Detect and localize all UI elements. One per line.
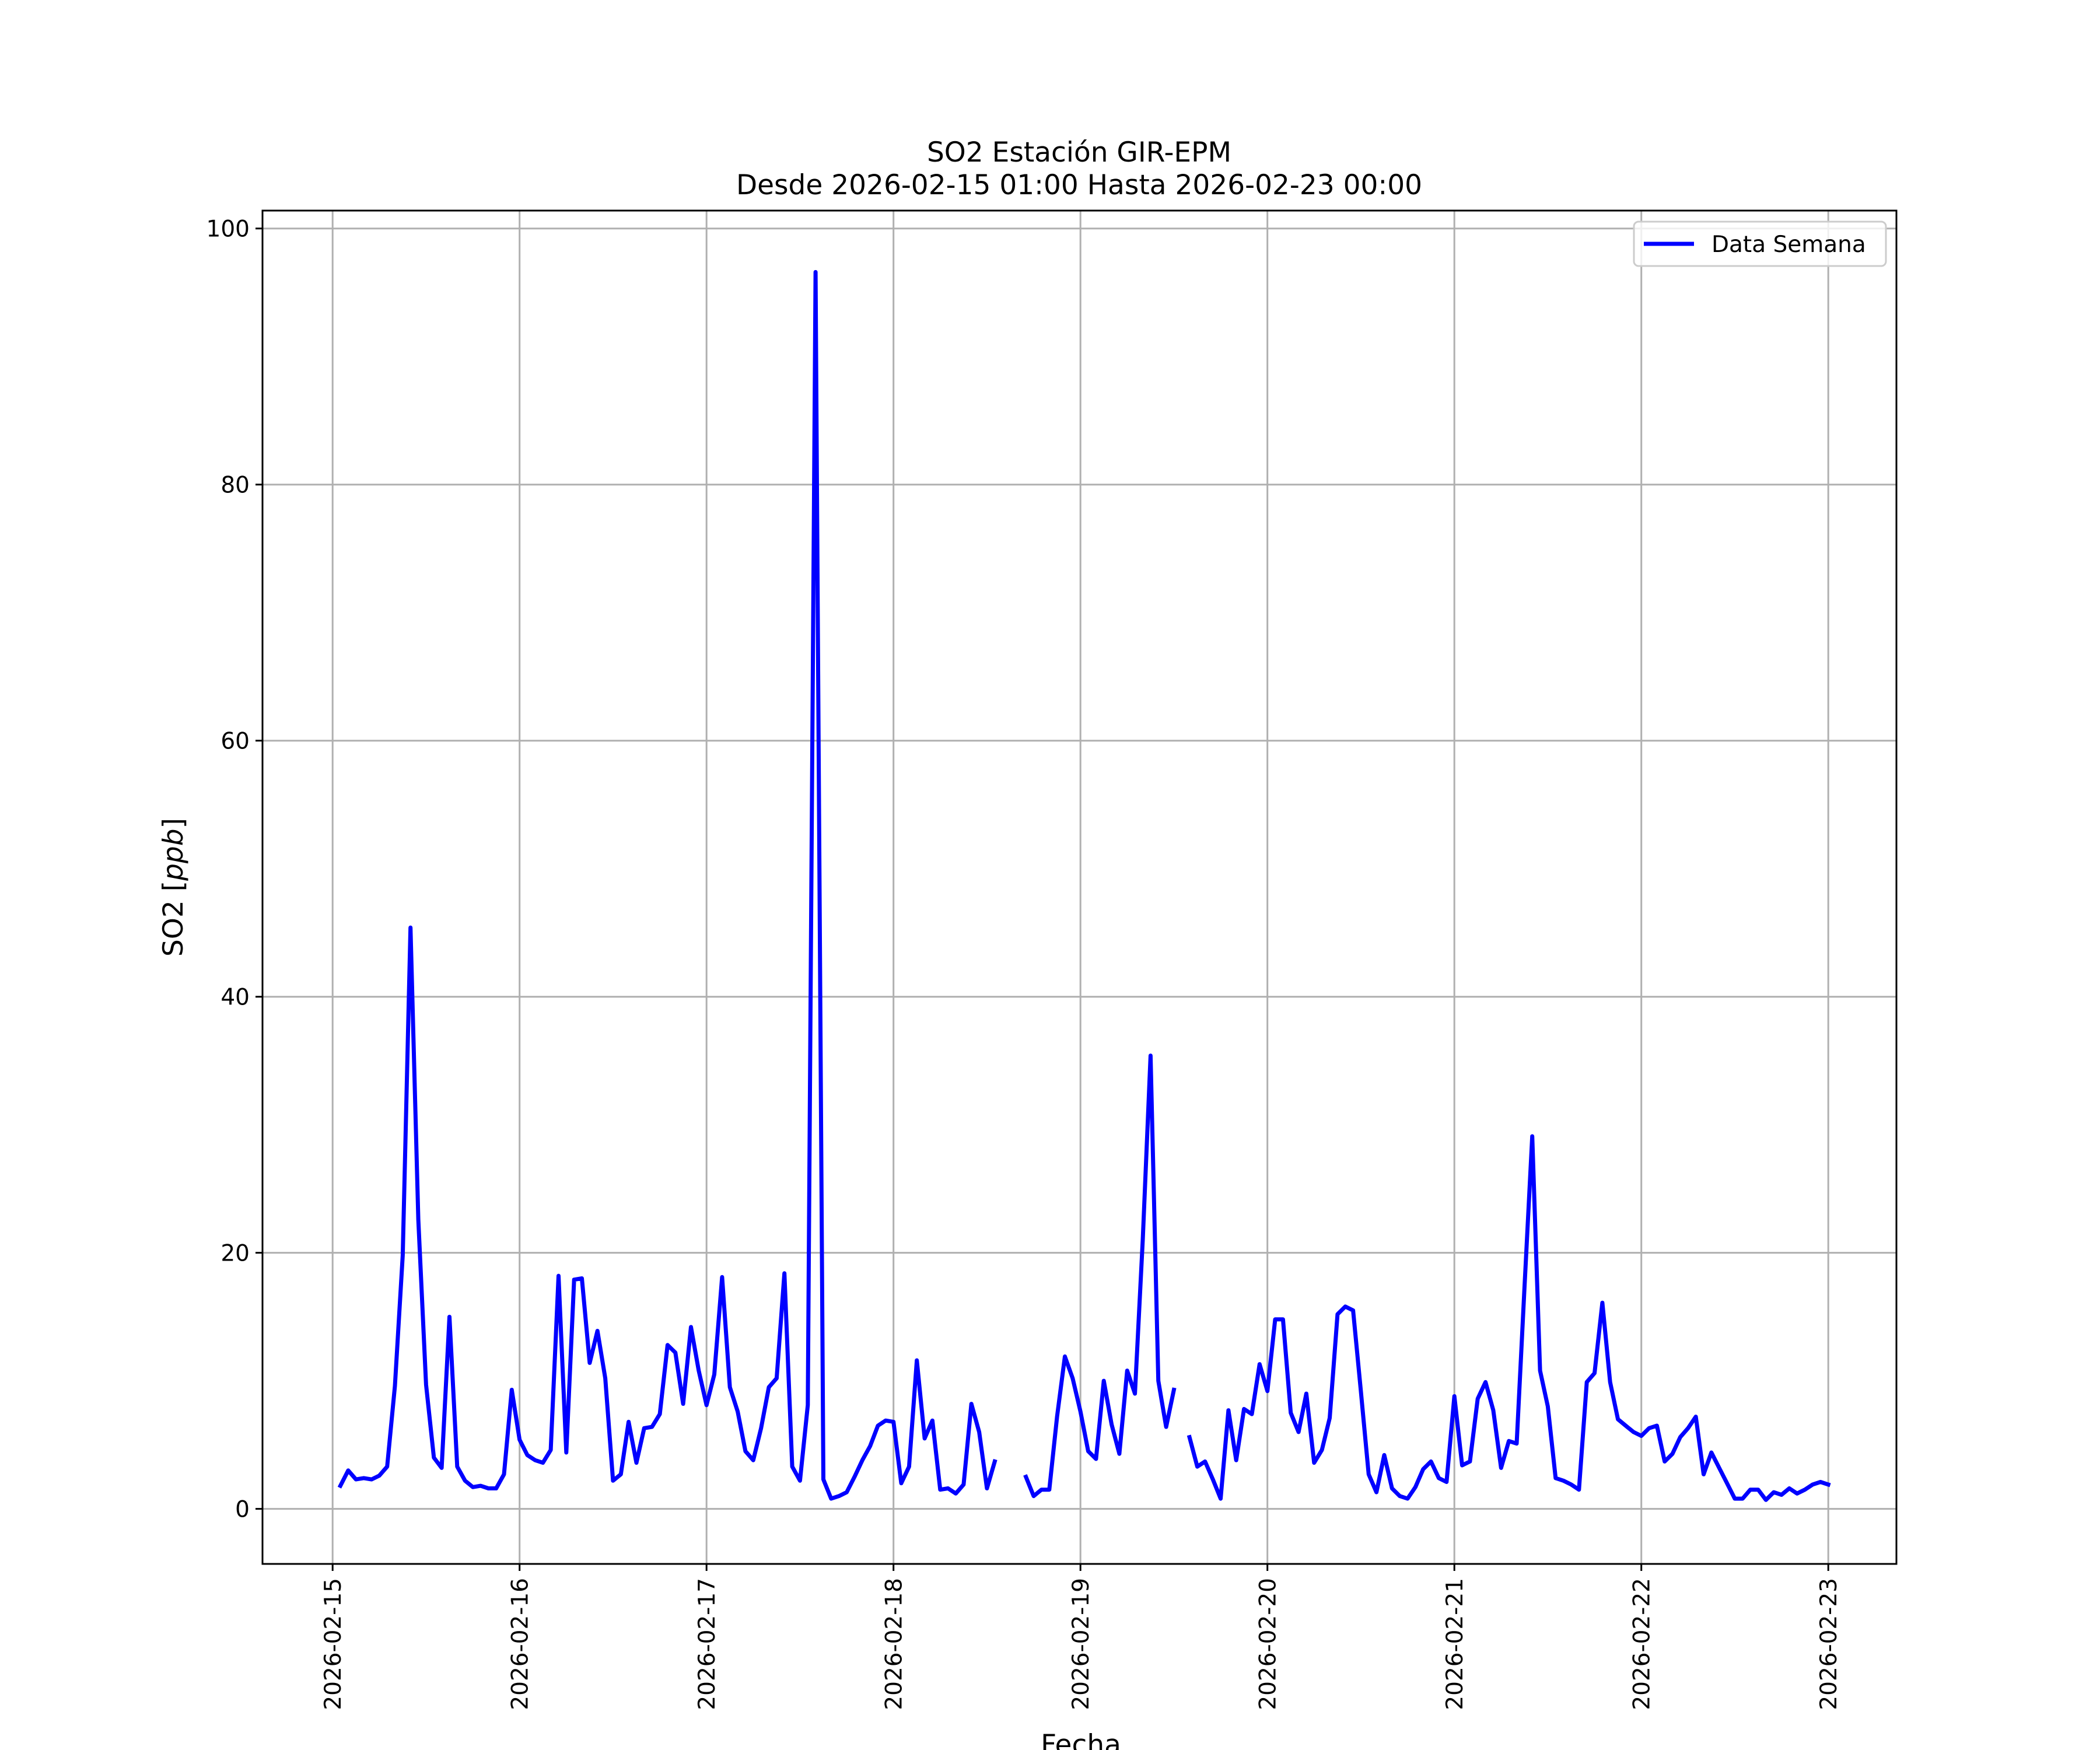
- legend-box: [1633, 220, 1887, 267]
- y-tick-label: 40: [220, 985, 250, 1011]
- y-tick-label: 0: [235, 1497, 250, 1523]
- series-line-segment: [337, 270, 998, 1501]
- legend-label: Data Semana: [1712, 232, 1866, 258]
- x-axis-label: Fecha: [1041, 1729, 1121, 1750]
- chart-subtitle: Desde 2026-02-15 01:00 Hasta 2026-02-23 …: [736, 169, 1422, 201]
- x-tick-label: 2026-02-15: [320, 1578, 346, 1710]
- y-tick-label: 20: [220, 1241, 250, 1267]
- data-series: [337, 270, 1831, 1502]
- x-tick-label: 2026-02-19: [1068, 1578, 1094, 1710]
- x-tick-label: 2026-02-16: [508, 1578, 534, 1710]
- x-tick-label: 2026-02-22: [1629, 1578, 1656, 1710]
- series-line-segment: [1023, 1054, 1177, 1499]
- legend: Data Semana: [1633, 220, 1887, 267]
- x-tick-label: 2026-02-20: [1255, 1578, 1282, 1710]
- x-tick-label: 2026-02-23: [1816, 1578, 1842, 1710]
- y-axis-label-close: ]: [158, 818, 190, 828]
- x-tick-label: 2026-02-18: [881, 1578, 908, 1710]
- plot-frame: [261, 209, 1898, 1565]
- y-tick-label: 60: [220, 729, 250, 755]
- y-axis-label-unit: ppb: [158, 828, 190, 881]
- y-axis-label: SO2 [ppb]: [158, 818, 190, 957]
- y-tick-label: 80: [220, 473, 250, 499]
- series-line-segment: [1186, 1134, 1831, 1502]
- grid-lines: [262, 211, 1896, 1564]
- axis-ticks: 0 20 40 60 80 100 2026-02-15 2026-02-16 2026-02-…: [206, 216, 1843, 1710]
- chart-title: SO2 Estación GIR-EPM: [927, 136, 1231, 169]
- y-tick-label: 100: [206, 216, 250, 243]
- y-axis-label-text: SO2 [: [158, 881, 190, 957]
- x-tick-label: 2026-02-17: [694, 1578, 720, 1710]
- x-tick-label: 2026-02-21: [1442, 1578, 1468, 1710]
